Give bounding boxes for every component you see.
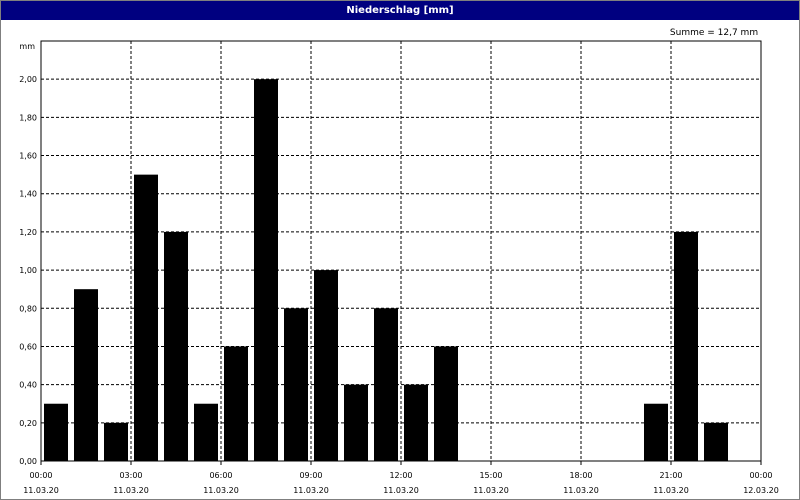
bar [434, 346, 458, 461]
x-tick-time: 06:00 [209, 471, 232, 480]
plot-frame [40, 40, 762, 462]
x-tick-date: 11.03.20 [203, 486, 239, 495]
bar [344, 384, 368, 461]
bar [74, 289, 98, 461]
bar [134, 174, 158, 462]
x-tick-date: 11.03.20 [293, 486, 329, 495]
x-tick-time: 03:00 [119, 471, 142, 480]
title-bar: Niederschlag [mm] [1, 1, 799, 20]
bar [44, 403, 68, 461]
y-tick-label: 0,60 [19, 342, 37, 351]
x-tick-date: 11.03.20 [383, 486, 419, 495]
x-tick-date: 11.03.20 [653, 486, 689, 495]
y-tick-label: 1,40 [19, 190, 37, 199]
y-tick-label: 1,20 [19, 228, 37, 237]
x-tick-date: 11.03.20 [113, 486, 149, 495]
x-tick-time: 12:00 [389, 471, 412, 480]
bar [644, 403, 668, 461]
x-tick-time: 18:00 [569, 471, 592, 480]
y-tick-label: 1,60 [19, 152, 37, 161]
y-axis-label: mm [19, 42, 35, 51]
y-tick-label: 0,00 [19, 457, 37, 466]
x-tick-date: 11.03.20 [23, 486, 59, 495]
bar [374, 308, 398, 461]
x-tick-time: 21:00 [659, 471, 682, 480]
bar [674, 231, 698, 461]
x-tick-date: 11.03.20 [473, 486, 509, 495]
y-tick-label: 1,80 [19, 113, 37, 122]
bar [404, 384, 428, 461]
sum-annotation: Summe = 12,7 mm [670, 28, 758, 38]
x-tick-time: 00:00 [749, 471, 772, 480]
bar [104, 422, 128, 461]
x-tick-time: 09:00 [299, 471, 322, 480]
x-tick-date: 12.03.20 [743, 486, 779, 495]
bar [164, 231, 188, 461]
bar [704, 422, 728, 461]
bar [194, 403, 218, 461]
y-tick-label: 0,20 [19, 419, 37, 428]
bar [254, 79, 278, 461]
y-tick-label: 2,00 [19, 75, 37, 84]
x-tick-time: 00:00 [29, 471, 52, 480]
bar [284, 308, 308, 461]
bar [314, 270, 338, 461]
x-tick-time: 15:00 [479, 471, 502, 480]
y-tick-label: 0,40 [19, 381, 37, 390]
y-tick-label: 1,00 [19, 266, 37, 275]
y-tick-label: 0,80 [19, 304, 37, 313]
bar [224, 346, 248, 461]
x-tick-date: 11.03.20 [563, 486, 599, 495]
